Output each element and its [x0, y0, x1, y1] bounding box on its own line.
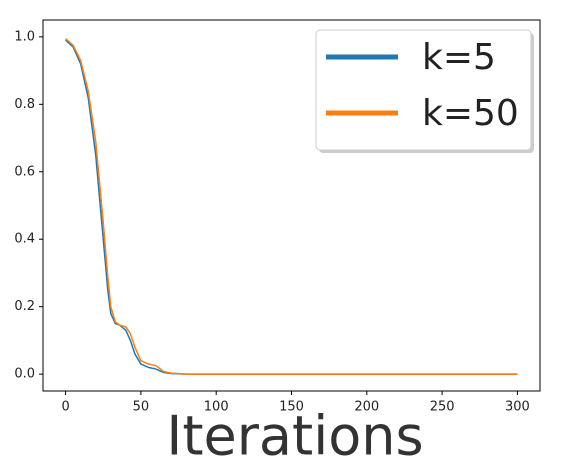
- legend-label: k=5: [422, 37, 496, 78]
- x-axis-label: Iterations: [166, 405, 423, 468]
- y-tick-label: 0.4: [14, 232, 35, 247]
- y-tick-label: 1.0: [14, 29, 35, 44]
- y-tick-label: 0.0: [14, 367, 35, 382]
- x-tick-label: 0: [61, 400, 69, 415]
- y-tick-label: 0.6: [14, 164, 35, 179]
- x-tick-label: 250: [430, 400, 455, 415]
- x-tick-label: 50: [133, 400, 150, 415]
- legend-label: k=50: [422, 93, 519, 134]
- series-line: [65, 37, 518, 375]
- x-tick-label: 200: [354, 400, 379, 415]
- y-tick-label: 0.2: [14, 299, 35, 314]
- y-tick-label: 0.8: [14, 97, 35, 112]
- x-tick-label: 150: [279, 400, 304, 415]
- legend-box: [315, 29, 532, 151]
- x-tick-label: 300: [505, 400, 530, 415]
- x-tick-label: 100: [204, 400, 229, 415]
